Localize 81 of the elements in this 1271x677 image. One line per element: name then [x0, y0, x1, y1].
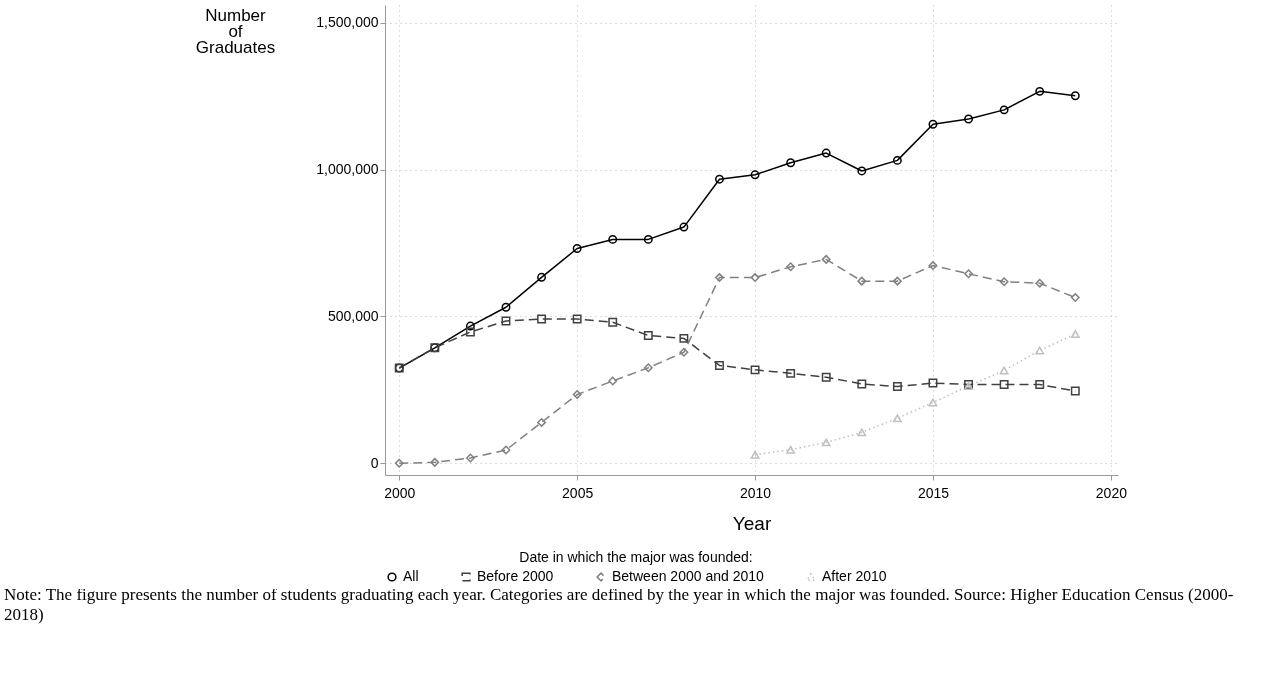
text: Note: The figure presents the number of students graduating each year. Categories are defined by the year in which the major was founded. Source: Higher Education Census (2000-2018) — [4, 585, 1235, 625]
point — [1035, 278, 1045, 288]
point — [892, 382, 902, 392]
point — [1070, 386, 1080, 396]
y-tick-label: 1,500,000 — [316, 14, 379, 31]
point — [964, 269, 974, 279]
point — [715, 360, 724, 370]
y-tick-label: 0 — [370, 454, 379, 471]
x-tick-label: 2020 — [1095, 484, 1128, 501]
legend-label: All — [403, 568, 419, 584]
point — [572, 244, 582, 253]
point — [1035, 86, 1045, 96]
point — [715, 273, 724, 283]
legend-label: Before 2000 — [477, 568, 554, 584]
point — [928, 378, 938, 388]
point — [465, 453, 475, 463]
point — [430, 457, 440, 467]
point — [572, 314, 582, 324]
point — [608, 317, 618, 327]
legend-label: After 2010 — [822, 568, 887, 584]
point — [857, 428, 867, 437]
point — [1035, 380, 1045, 389]
legend-title: Date in which the major was founded: — [519, 549, 753, 565]
x-tick-label: 2000 — [384, 484, 416, 501]
point — [394, 458, 404, 468]
point — [786, 262, 796, 272]
point — [465, 321, 475, 331]
point — [999, 277, 1009, 287]
point — [999, 366, 1009, 375]
point — [999, 380, 1009, 389]
point — [786, 158, 796, 168]
y-tick-label: 1,000,000 — [316, 161, 379, 177]
y-tick-label: 500,000 — [327, 307, 379, 324]
point — [501, 445, 511, 455]
point — [643, 234, 653, 244]
point — [928, 398, 938, 407]
point — [643, 363, 653, 373]
point — [821, 148, 831, 158]
point — [892, 276, 902, 286]
legend-label: Between 2000 and 2010 — [612, 568, 765, 584]
point — [679, 222, 689, 232]
point — [608, 376, 618, 386]
point — [572, 390, 582, 399]
point — [821, 372, 831, 382]
point — [857, 166, 867, 176]
x-tick-label: 2015 — [917, 484, 950, 501]
point — [750, 365, 760, 375]
point — [821, 438, 831, 447]
point — [750, 170, 760, 180]
point — [786, 368, 796, 378]
point — [1070, 330, 1080, 338]
point — [537, 314, 547, 324]
point — [679, 333, 689, 343]
point — [1070, 91, 1080, 101]
point — [501, 302, 511, 312]
point — [750, 450, 760, 459]
point — [928, 261, 938, 271]
point — [999, 105, 1009, 115]
point — [786, 445, 796, 454]
point — [501, 316, 511, 326]
y-axis-title: Number of Graduates — [195, 5, 276, 57]
point — [857, 379, 867, 389]
x-tick-label: 2010 — [739, 484, 772, 501]
x-tick-label: 2005 — [562, 484, 594, 501]
x-axis-title: Year — [732, 512, 772, 534]
point — [750, 273, 760, 283]
point — [537, 417, 547, 427]
point — [643, 331, 653, 340]
point — [928, 119, 938, 129]
point — [679, 347, 689, 357]
point — [465, 327, 475, 337]
point — [537, 272, 547, 282]
point — [1070, 293, 1080, 303]
point — [1035, 346, 1045, 355]
point — [821, 254, 831, 264]
point — [857, 276, 867, 286]
point — [892, 155, 902, 165]
point — [715, 174, 724, 184]
point — [892, 414, 902, 423]
point — [964, 114, 974, 124]
point — [608, 234, 618, 244]
